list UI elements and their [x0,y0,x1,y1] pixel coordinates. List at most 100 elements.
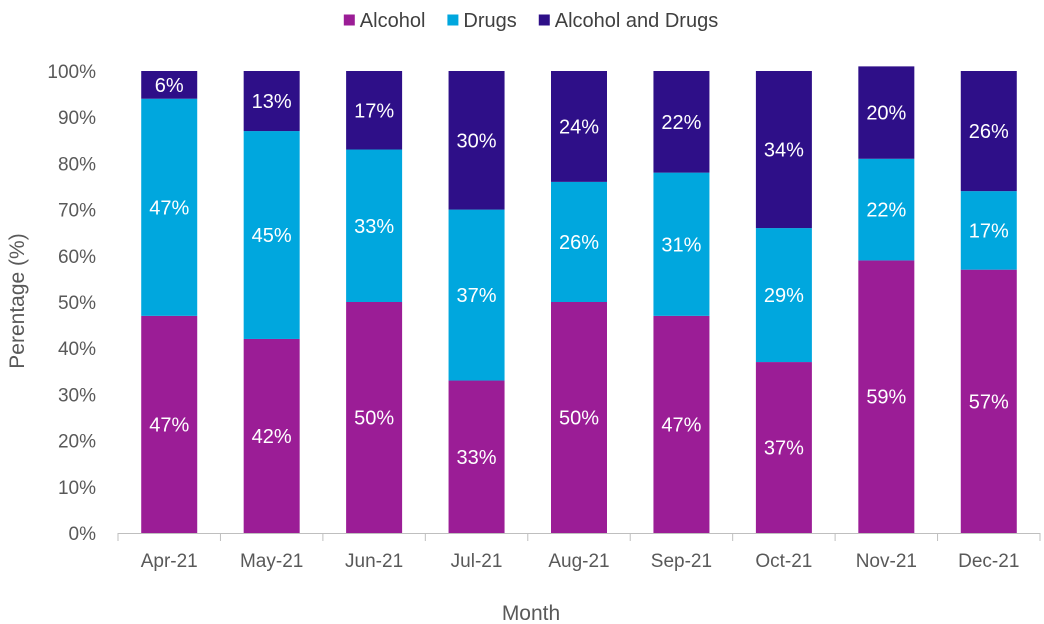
data-label: 33% [457,447,497,469]
bar-segment [960,191,1017,270]
bar-segment [448,71,505,210]
data-label: 26% [969,121,1009,143]
bar-stack: 47% 31% 22% [653,71,710,533]
bar-segment [346,149,403,302]
y-tick-label: 10% [58,478,96,499]
bar-stack: 50% 26% 24% [551,71,607,533]
y-axis: 0% 10% 20% 30% 40% 50% 60% 70% 80% 90% 100% [47,62,96,545]
data-label: 22% [866,200,906,222]
data-label: 17% [354,100,394,122]
legend-label: Drugs [463,10,516,32]
data-label: 47% [149,414,189,436]
bar-stack: 47% 47% 6% [141,71,198,533]
y-tick-label: 20% [58,432,96,453]
y-axis-title: Perentage (%) [6,233,29,368]
bar-segment [243,71,300,132]
data-label: 57% [969,391,1009,413]
data-label: 37% [764,438,804,460]
legend-label: Alcohol [360,10,426,32]
legend-item: Alcohol and Drugs [538,10,718,32]
bar-segment [243,338,300,533]
bar-segment [141,71,198,99]
data-label: 26% [559,232,599,254]
data-label: 24% [559,116,599,138]
bar-segment [448,380,505,533]
y-tick-label: 30% [58,385,96,406]
data-label: 30% [457,130,497,152]
data-label: 6% [155,75,184,97]
bar-stack: 42% 45% 13% [243,71,300,533]
y-tick-label: 50% [58,293,96,314]
data-label: 42% [252,426,292,448]
data-label: 17% [969,220,1009,242]
legend-swatch [538,14,550,26]
legend-swatch [447,14,459,26]
y-tick-label: 80% [58,154,96,175]
bar-segment [858,66,915,159]
bar-segment [755,228,812,363]
x-tick-label: Sep-21 [651,551,712,572]
x-tick-label: Nov-21 [856,551,917,572]
bar-stack: 37% 29% 34% [755,71,812,533]
x-tick-label: Aug-21 [548,551,609,572]
bar-stack: 50% 33% 17% [346,71,403,533]
bar-segment [755,362,812,533]
legend-item: Drugs [447,10,517,32]
bar-segment [551,181,607,302]
y-tick-label: 0% [69,524,97,545]
data-label: 50% [354,408,394,430]
x-axis-title: Month [502,602,560,624]
data-label: 22% [661,112,701,134]
y-tick-label: 70% [58,201,96,222]
x-tick-label: Jun-21 [345,551,403,572]
bar-segment [243,131,300,339]
bar-segment [960,71,1017,192]
y-tick-label: 60% [58,247,96,268]
legend: Alcohol Drugs Alcohol and Drugs [343,10,718,32]
data-label: 59% [866,387,906,409]
data-label: 31% [661,234,701,256]
bar-segment [141,315,198,533]
bar-segment [551,302,607,533]
x-tick-label: Dec-21 [958,551,1019,572]
data-label: 29% [764,285,804,307]
bar-segment [755,71,812,229]
data-label: 34% [764,140,804,162]
legend-swatch [343,14,355,26]
bar-segment [346,71,403,150]
legend-label: Alcohol and Drugs [555,10,718,32]
bar-segment [448,209,505,381]
data-label: 50% [559,408,599,430]
data-label: 47% [149,197,189,219]
bar-segment [858,158,915,261]
bars: 47% 47% 6% 42% 45% 13% 50% 33% 17% 33% 37% 30% 50% 26… [141,66,1017,533]
bar-segment [551,71,607,182]
data-label: 45% [252,225,292,247]
x-tick-label: Jul-21 [451,551,503,572]
bar-stack: 57% 17% 26% [960,71,1017,533]
x-tick-label: May-21 [240,551,303,572]
data-label: 20% [866,103,906,125]
data-label: 33% [354,216,394,238]
data-label: 37% [457,285,497,307]
x-tick-label: Apr-21 [141,551,198,572]
bar-stack: 33% 37% 30% [448,71,505,533]
bar-stack: 59% 22% 20% [858,66,915,533]
y-tick-label: 100% [47,62,96,83]
x-tick-label: Oct-21 [755,551,812,572]
bar-segment [653,315,710,533]
bar-segment [858,260,915,533]
data-label: 13% [252,91,292,113]
y-tick-label: 40% [58,339,96,360]
bar-segment [653,71,710,173]
bar-segment [960,269,1017,533]
bar-segment [346,302,403,533]
data-label: 47% [661,414,701,436]
legend-item: Alcohol [343,10,426,32]
bar-segment [653,172,710,316]
x-axis: Apr-21 May-21 Jun-21 Jul-21 Aug-21 Sep-21 Oct-… [117,533,1041,572]
bar-segment [141,98,198,316]
y-tick-label: 90% [58,108,96,129]
